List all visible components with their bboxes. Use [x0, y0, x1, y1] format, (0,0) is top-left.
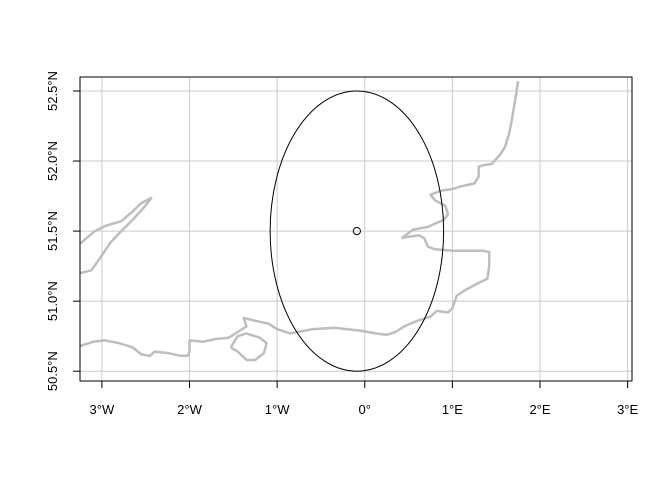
x-tick-label: 2°W	[177, 402, 202, 417]
coastline-0	[79, 196, 153, 275]
x-tick-label: 0°	[359, 402, 371, 417]
x-tick-label: 2°E	[529, 402, 550, 417]
coastline-1	[79, 196, 153, 245]
y-tick-label: 51.5°N	[45, 211, 60, 251]
coastline-2	[79, 234, 491, 358]
x-axis: 3°W 2°W 1°W 0° 1°E 2°E 3°E	[90, 381, 638, 417]
plot-frame	[79, 76, 633, 382]
x-tick-label: 3°E	[617, 402, 638, 417]
x-tick-label: 1°W	[265, 402, 290, 417]
center-point-marker	[352, 227, 361, 236]
coastline-3	[400, 81, 520, 240]
x-tick-label: 1°E	[442, 402, 463, 417]
x-tick-label: 3°W	[90, 402, 115, 417]
y-tick-label: 52.0°N	[45, 141, 60, 181]
coastline-4	[229, 332, 268, 362]
y-tick-label: 50.5°N	[45, 351, 60, 391]
y-tick-label: 52.5°N	[45, 71, 60, 111]
coastlines	[79, 81, 520, 362]
y-tick-label: 51.0°N	[45, 281, 60, 321]
y-axis: 50.5°N 51.0°N 51.5°N 52.0°N 52.5°N	[45, 71, 80, 391]
graticule	[80, 77, 632, 381]
buffer-ellipse	[269, 90, 445, 372]
